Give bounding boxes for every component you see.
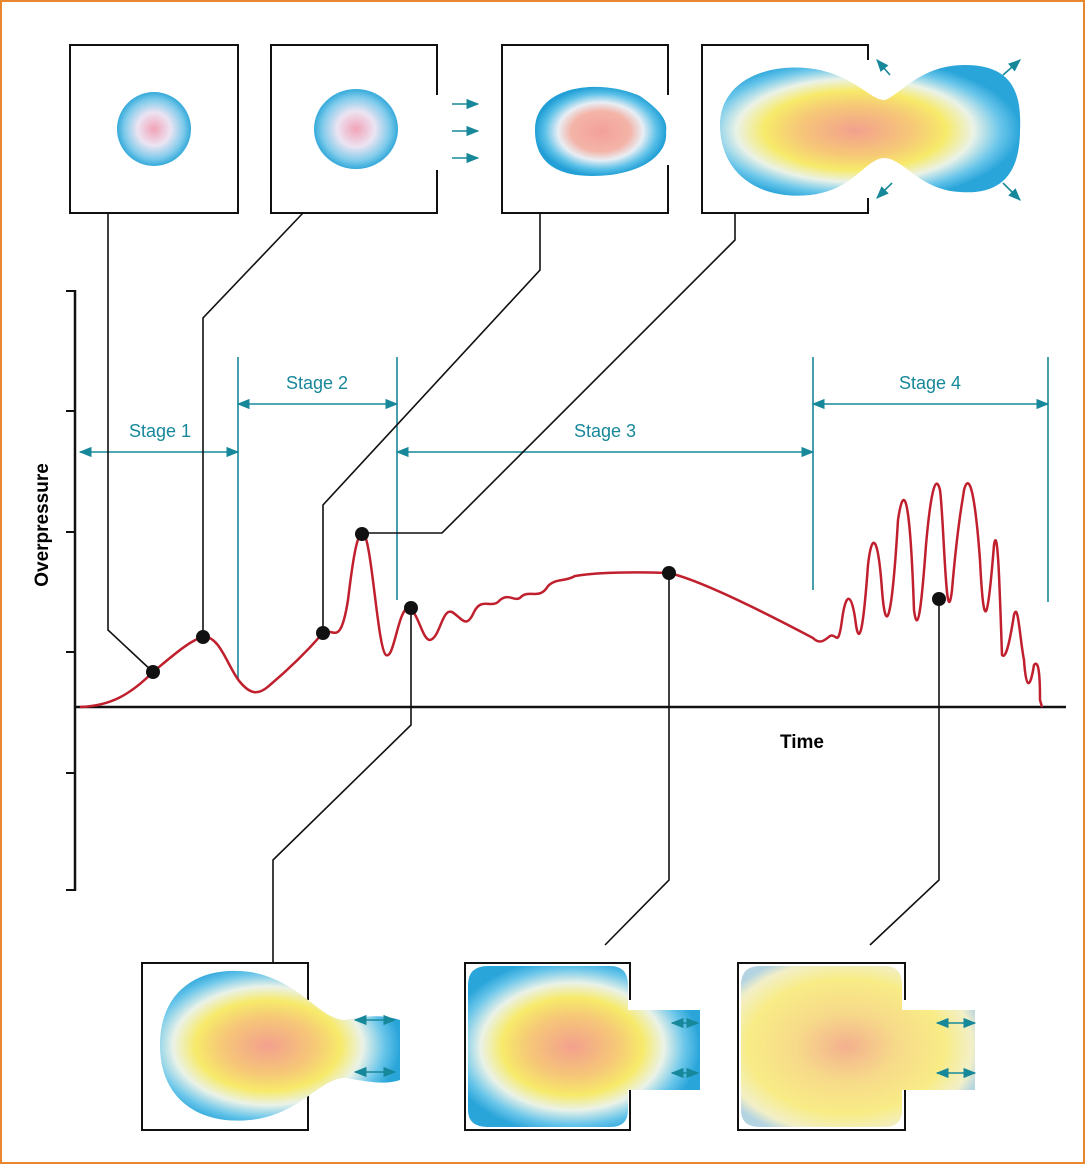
pressure-curve bbox=[80, 483, 1042, 707]
y-axis-label: Overpressure bbox=[32, 463, 53, 587]
stage-label: Stage 4 bbox=[899, 373, 961, 393]
stage-label: Stage 1 bbox=[129, 421, 191, 441]
bottom-boxes bbox=[142, 963, 975, 1130]
diagram: Overpressure Time Stage 1 Stage 2 Stage … bbox=[0, 0, 1085, 1164]
event-dots bbox=[146, 527, 946, 679]
stage-label: Stage 3 bbox=[574, 421, 636, 441]
top-boxes bbox=[70, 45, 1020, 213]
stage-markers bbox=[80, 357, 1048, 680]
x-axis-label: Time bbox=[780, 732, 824, 753]
stage-label: Stage 2 bbox=[286, 373, 348, 393]
connectors bbox=[108, 213, 939, 963]
